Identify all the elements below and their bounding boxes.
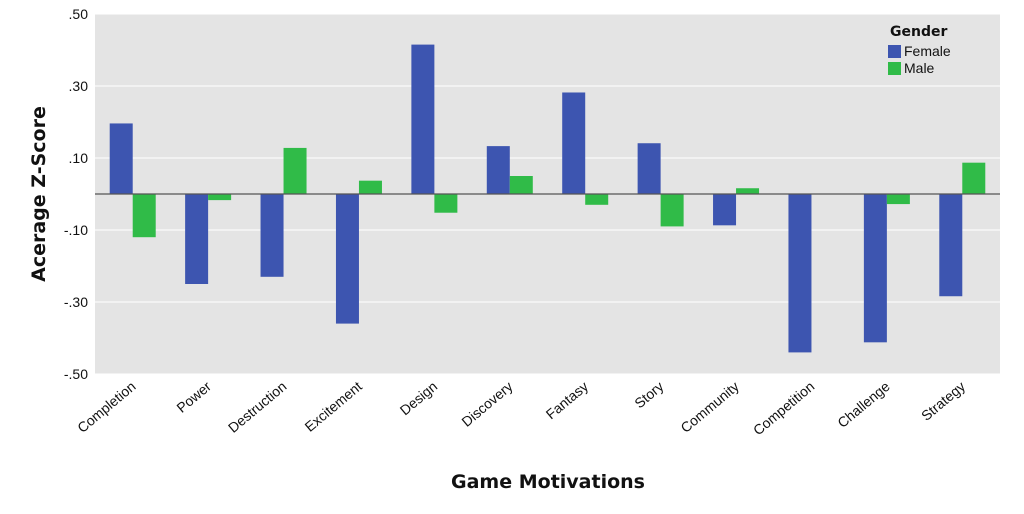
x-axis-title: Game Motivations <box>451 471 645 493</box>
bar-male-power <box>208 194 232 201</box>
legend-label-female: Female <box>904 43 951 59</box>
bar-male-completion <box>132 194 156 238</box>
bar-male-challenge <box>886 194 910 205</box>
x-tick-label: Fantasy <box>543 378 591 422</box>
bar-female-discovery <box>486 146 510 194</box>
bar-female-power <box>185 194 209 284</box>
gridlines <box>95 13 1000 375</box>
y-axis-title: Acerage Z-Score <box>28 106 50 282</box>
bar-female-strategy <box>939 194 963 297</box>
y-tick-label: .30 <box>69 78 89 94</box>
bar-female-completion <box>109 123 133 194</box>
bar-female-community <box>713 194 737 226</box>
legend-label-male: Male <box>904 60 935 76</box>
bar-female-design <box>411 44 435 194</box>
x-tick-label: Story <box>631 378 666 411</box>
legend-title: Gender <box>890 24 947 40</box>
y-axis-ticks: .50 .30 .10 -.10 -.30 -.50 <box>64 6 88 382</box>
bar-male-fantasy <box>585 194 609 205</box>
x-tick-label: Strategy <box>918 378 968 424</box>
x-axis-ticks: Completion Power Destruction Excitement Desi… <box>74 378 968 438</box>
x-tick-label: Challenge <box>834 378 893 431</box>
bar-male-design <box>434 194 458 213</box>
bar-male-community <box>736 188 760 194</box>
bar-male-destruction <box>283 147 307 194</box>
x-tick-label: Competition <box>750 378 818 438</box>
x-tick-label: Discovery <box>458 378 515 430</box>
bar-male-excitement <box>358 180 382 194</box>
x-tick-label: Design <box>397 378 441 418</box>
x-tick-label: Completion <box>74 378 139 436</box>
bars <box>109 44 986 353</box>
legend-swatch-female <box>888 45 901 58</box>
y-tick-label: .50 <box>69 6 89 22</box>
y-tick-label: -.10 <box>64 222 88 238</box>
bar-female-destruction <box>260 194 284 277</box>
bar-female-story <box>637 143 661 194</box>
bar-male-discovery <box>509 176 533 194</box>
bar-female-competition <box>788 194 812 353</box>
x-tick-label: Community <box>677 378 742 436</box>
x-tick-label: Destruction <box>225 378 290 436</box>
bar-male-story <box>660 194 684 227</box>
bar-female-fantasy <box>562 92 586 194</box>
bar-male-strategy <box>962 162 986 194</box>
legend-swatch-male <box>888 62 901 75</box>
x-tick-label: Excitement <box>302 378 365 435</box>
y-tick-label: .10 <box>69 150 89 166</box>
bar-female-excitement <box>335 194 359 324</box>
y-tick-label: -.30 <box>64 294 88 310</box>
x-tick-label: Power <box>173 378 214 416</box>
bar-female-challenge <box>863 194 887 343</box>
y-tick-label: -.50 <box>64 366 88 382</box>
